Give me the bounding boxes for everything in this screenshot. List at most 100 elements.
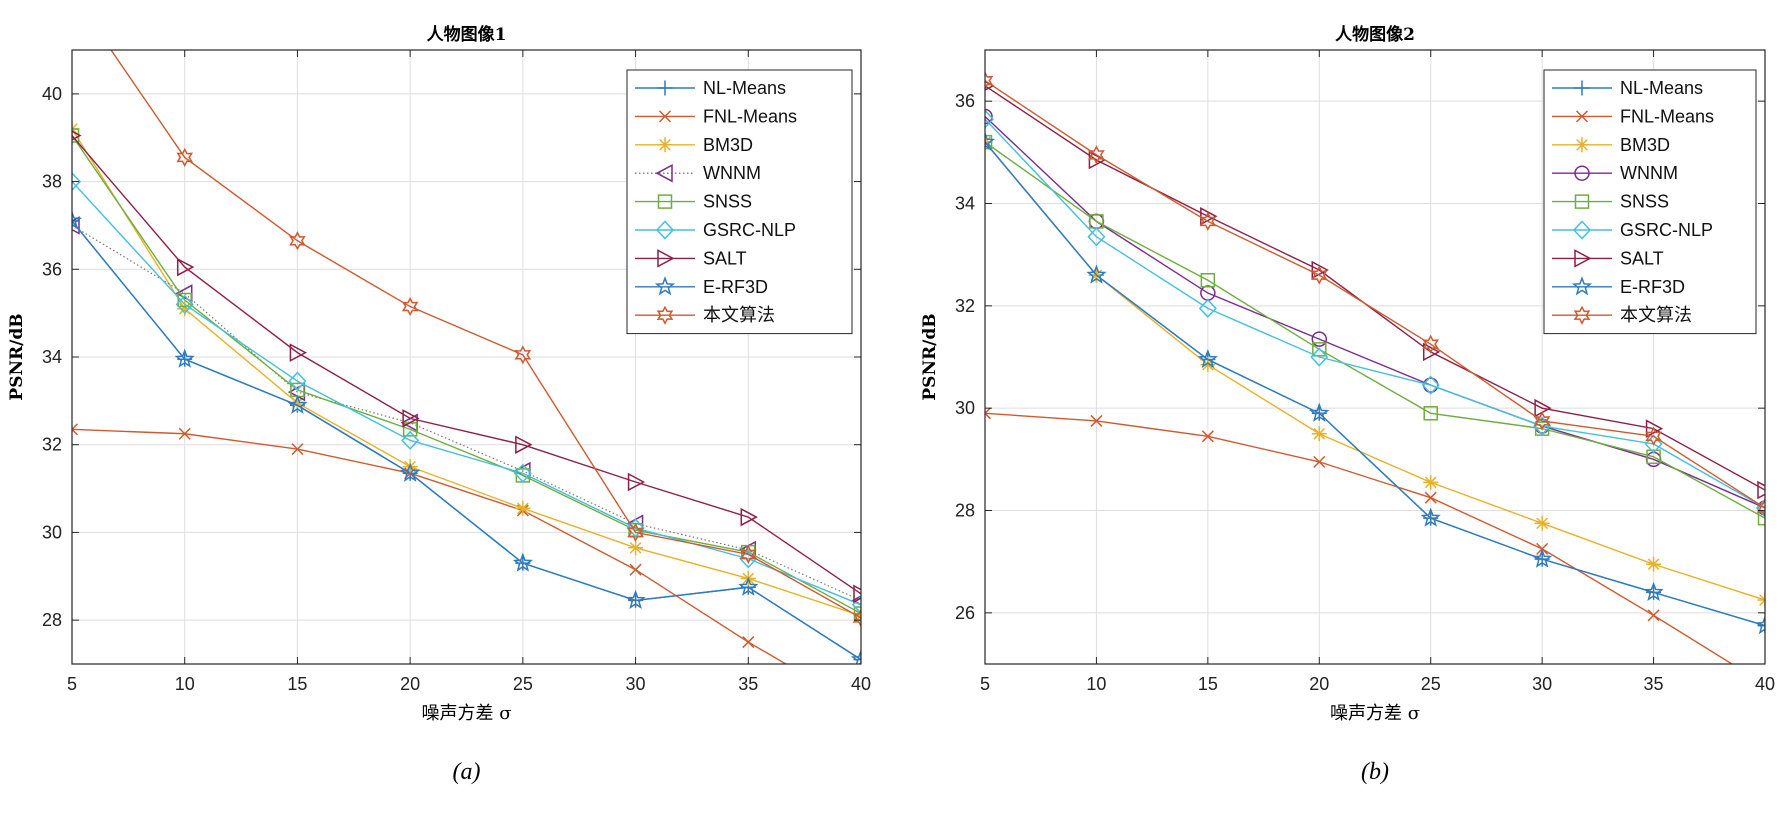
chart1-x-axis-label: 噪声方差 σ: [421, 703, 511, 724]
chart1-data-point: [400, 462, 421, 482]
chart2-data-point: [1534, 398, 1552, 418]
chart1-x-tick-label: 15: [287, 674, 307, 694]
chart1-data-point: [514, 345, 532, 365]
chart2-legend-marker: [1572, 220, 1592, 240]
chart1-legend-item: NL-Means: [635, 78, 786, 98]
chart1-legend-label: E-RF3D: [703, 277, 768, 297]
chart1-data-point: [289, 231, 306, 251]
chart2-data-point: [1088, 150, 1107, 170]
chart2-x-tick-label: 30: [1532, 674, 1552, 694]
chart2-series-line: [985, 116, 1765, 509]
chart2-data-point: [985, 109, 995, 129]
chart2-data-point: [1313, 455, 1326, 468]
chart1-series-line: [72, 128, 861, 617]
chart1-series-line: [72, 135, 861, 595]
chart1-data-point: [72, 423, 79, 436]
chart1-data-point: [291, 443, 304, 456]
chart2-series-line: [985, 85, 1765, 491]
chart2-data-point: [1534, 515, 1550, 531]
chart2-data-point: [1754, 615, 1765, 635]
chart2-data-point: [1200, 273, 1216, 288]
chart2-data-point: [1532, 548, 1553, 568]
chart2-legend-item: SALT: [1552, 248, 1664, 268]
chart1-data-point: [629, 563, 642, 576]
chart2-data-point: [1198, 298, 1217, 318]
chart2-y-tick-label: 34: [955, 194, 975, 214]
chart1-series-line: [72, 220, 861, 661]
chart2-data-point: [985, 134, 993, 150]
chart2-data-point: [1644, 434, 1663, 454]
chart2-panel: 5 10 15 20 25 30 35 40 26 28 30 32 34 36 人物图像2 噪声方差 σ PS…: [920, 24, 1775, 785]
chart2-series-5: [985, 109, 1765, 518]
chart1-x-tick-label: 20: [400, 674, 420, 694]
chart1-y-tick-label: 34: [42, 347, 62, 367]
chart1-series-5: [72, 171, 861, 615]
chart1-data-point: [739, 544, 757, 564]
chart1-data-point: [175, 294, 194, 314]
chart1-legend-item: E-RF3D: [635, 276, 768, 297]
chart1-legend-marker: [656, 305, 674, 325]
chart2-data-point: [985, 407, 992, 420]
chart2-data-point: [1757, 510, 1765, 526]
chart2-data-point: [985, 71, 994, 91]
chart1-data-point: [288, 371, 307, 391]
chart1-data-point: [72, 171, 82, 192]
chart1-data-point: [177, 301, 193, 317]
chart2-legend-label: BM3D: [1620, 135, 1670, 155]
chart1-y-tick-label: 28: [42, 610, 62, 630]
chart2-series-layer: [985, 71, 1765, 664]
chart1-series-line: [72, 181, 861, 606]
chart2-data-point: [1311, 260, 1329, 280]
chart1-title: 人物图像1: [427, 24, 507, 45]
chart1-data-point: [628, 540, 644, 556]
chart1-legend-item: BM3D: [635, 135, 753, 155]
chart2-data-point: [1310, 347, 1329, 367]
chart1-legend-marker: [658, 110, 672, 123]
chart2-data-point: [1646, 449, 1661, 465]
chart1-y-tick-label: 40: [42, 84, 62, 104]
chart1-series-line: [72, 224, 861, 601]
chart2-y-tick-label: 26: [955, 603, 975, 623]
chart2-series-1: [985, 407, 1734, 664]
chart1-legend-marker: [655, 163, 673, 183]
chart1-data-point: [402, 409, 420, 428]
chart2-series-7: [985, 131, 1765, 635]
chart2-series-line: [985, 141, 1765, 519]
chart1-panel: 5 10 15 20 25 30 35 40 28 30 32 34 36 38 40 人物图像1 噪声方差 σ…: [7, 24, 871, 785]
chart1-data-point: [177, 292, 192, 308]
chart2-x-tick-label: 40: [1755, 674, 1775, 694]
chart2-data-point: [1087, 227, 1106, 247]
chart1-data-point: [627, 472, 646, 492]
chart2-legend-item: GSRC-NLP: [1552, 220, 1713, 240]
chart1-legend-marker: [657, 249, 675, 268]
chart2-data-point: [985, 131, 996, 151]
chart1-legend-item: SALT: [635, 248, 747, 268]
chart1-legend-marker: [657, 194, 673, 209]
chart1-legend-label: SNSS: [703, 192, 752, 212]
chart2-legend-item: WNNM: [1552, 163, 1678, 183]
chart2-series-line: [985, 80, 1765, 509]
chart1-data-point: [178, 427, 191, 440]
chart1-y-tick-label: 30: [42, 522, 62, 542]
chart2-data-point: [1643, 581, 1664, 601]
chart1-series-7: [72, 210, 861, 664]
chart2-x-tick-label: 20: [1309, 674, 1329, 694]
chart1-data-point: [627, 522, 644, 543]
chart2-y-axis-label: PSNR/dB: [920, 313, 940, 400]
chart2-legend-marker: [1575, 110, 1589, 123]
chart1-data-point: [289, 343, 308, 362]
chart1-x-tick-label: 25: [513, 674, 533, 694]
chart2-legend-item: NL-Means: [1552, 78, 1703, 98]
chart2-x-tick-label: 5: [980, 674, 990, 694]
chart2-data-point: [1201, 430, 1214, 443]
chart1-x-tick-label: 10: [175, 674, 195, 694]
chart1-series-line: [72, 428, 788, 664]
chart2-legend-item: E-RF3D: [1552, 276, 1685, 297]
chart1-data-point: [174, 348, 195, 368]
chart2-data-point: [1086, 264, 1107, 284]
chart2-legend-marker: [1574, 165, 1590, 181]
chart1-y-tick-label: 38: [42, 172, 62, 192]
chart2-data-point: [1645, 419, 1664, 438]
chart2-legend-label: GSRC-NLP: [1620, 220, 1713, 240]
chart2-data-point: [1533, 411, 1551, 431]
